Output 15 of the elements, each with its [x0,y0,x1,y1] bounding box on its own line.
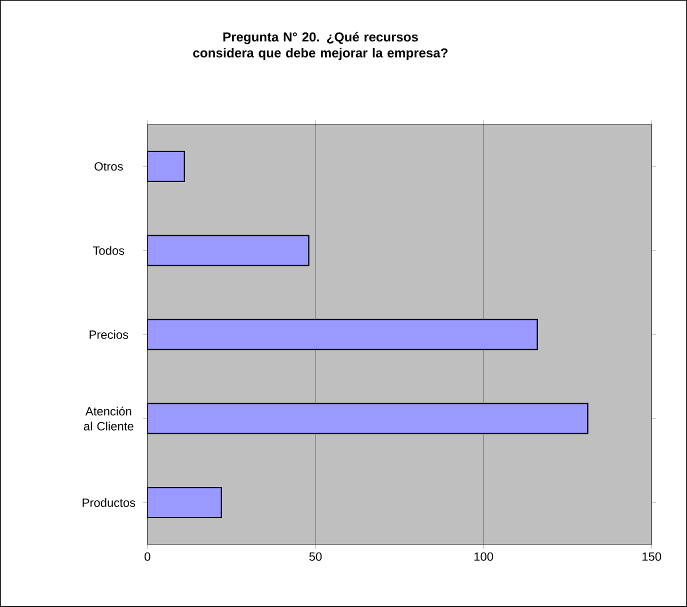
x-tick-label: 150 [642,552,662,561]
bar [147,234,310,266]
y-tick-label: Productos [82,498,136,507]
bar [147,486,222,518]
x-tick-label: 100 [474,552,494,561]
bar [147,402,588,434]
y-tick-label: Otros [94,162,123,171]
y-tick-label: Precios [90,330,128,339]
x-tick-label: 0 [144,552,150,561]
bar [147,318,538,350]
bar [147,150,186,182]
chart-title: Pregunta N° 20. ¿Qué recursos considera que debe mejorar la empresa? [193,32,448,60]
x-tick-label: 50 [309,552,322,561]
y-tick-label: Todos [92,246,124,255]
y-tick-label: Atención al Cliente [84,406,134,430]
